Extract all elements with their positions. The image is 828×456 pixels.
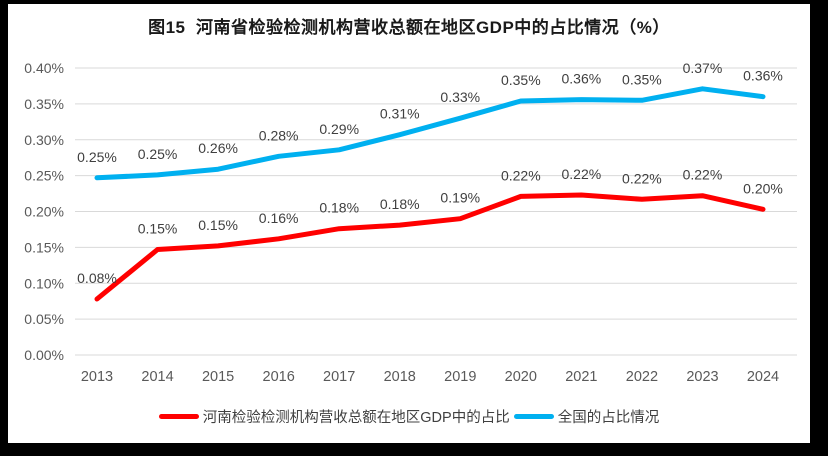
x-axis-tick-label: 2016: [263, 369, 295, 385]
chart-title: 图15 河南省检验检测机构营收总额在地区GDP中的占比情况（%）: [148, 18, 670, 37]
y-axis-tick-label: 0.35%: [24, 96, 64, 112]
data-point-label: 0.25%: [77, 149, 117, 165]
data-point-label: 0.25%: [138, 146, 178, 162]
x-axis-tick-label: 2022: [626, 369, 658, 385]
x-axis-tick-label: 2019: [444, 369, 476, 385]
data-point-label: 0.08%: [77, 270, 117, 286]
data-point-label: 0.22%: [622, 170, 662, 186]
data-point-label: 0.19%: [440, 190, 480, 206]
series-line: [94, 86, 766, 181]
data-point-label: 0.37%: [683, 60, 723, 76]
data-point-label: 0.20%: [743, 180, 783, 196]
data-point-label: 0.22%: [501, 167, 541, 183]
data-point-label: 0.15%: [198, 217, 238, 233]
data-point-label: 0.35%: [501, 72, 541, 88]
legend-line-blue-icon: [513, 413, 554, 419]
series-line: [94, 192, 766, 302]
x-axis-tick-label: 2014: [141, 369, 173, 385]
x-axis-tick-label: 2021: [565, 369, 597, 385]
x-axis-tick-label: 2020: [505, 369, 537, 385]
data-point-label: 0.35%: [622, 71, 662, 87]
chart-container: 图15 河南省检验检测机构营收总额在地区GDP中的占比情况（%） 0.00% 0.…: [8, 4, 810, 443]
data-point-label: 0.36%: [562, 71, 602, 87]
x-axis-tick-label: 2023: [686, 369, 718, 385]
data-point-label: 0.28%: [259, 127, 299, 143]
legend-label-national: 全国的占比情况: [557, 409, 660, 426]
data-point-label: 0.18%: [380, 196, 420, 212]
x-axis-tick-label: 2018: [384, 369, 416, 385]
x-axis-tick-label: 2024: [747, 369, 779, 385]
data-point-label: 0.33%: [440, 89, 480, 105]
y-axis-tick-label: 0.40%: [24, 60, 64, 76]
legend-line-red-icon: [158, 413, 199, 419]
data-point-label: 0.22%: [562, 166, 602, 182]
legend: 河南检验检测机构营收总额在地区GDP中的占比 全国的占比情况: [8, 405, 810, 427]
data-point-label: 0.16%: [259, 210, 299, 226]
x-axis-tick-label: 2015: [202, 369, 234, 385]
data-point-label: 0.22%: [683, 167, 723, 183]
legend-item-henan: 河南检验检测机构营收总额在地区GDP中的占比: [158, 406, 510, 427]
y-axis-tick-label: 0.15%: [24, 239, 64, 255]
y-axis-tick-label: 0.05%: [24, 311, 64, 327]
y-axis-tick-label: 0.20%: [24, 204, 64, 220]
data-point-label: 0.36%: [743, 68, 783, 84]
y-axis-tick-label: 0.10%: [24, 275, 64, 291]
y-axis-tick-label: 0.00%: [24, 347, 64, 363]
y-axis-tick-label: 0.25%: [24, 168, 64, 184]
y-axis-tick-label: 0.30%: [24, 132, 64, 148]
plot-area: 0.00% 0.05% 0.10% 0.15% 0.20% 0.25% 0.30% 0.35%…: [24, 60, 797, 385]
x-axis-tick-label: 2013: [81, 369, 113, 385]
data-point-label: 0.18%: [319, 200, 359, 216]
legend-item-national: 全国的占比情况: [513, 406, 660, 427]
data-point-label: 0.15%: [138, 221, 178, 237]
legend-label-henan: 河南检验检测机构营收总额在地区GDP中的占比: [202, 409, 510, 426]
x-axis-tick-label: 2017: [323, 369, 355, 385]
data-point-label: 0.26%: [198, 140, 238, 156]
data-point-label: 0.31%: [380, 106, 420, 122]
data-point-label: 0.29%: [319, 121, 359, 137]
